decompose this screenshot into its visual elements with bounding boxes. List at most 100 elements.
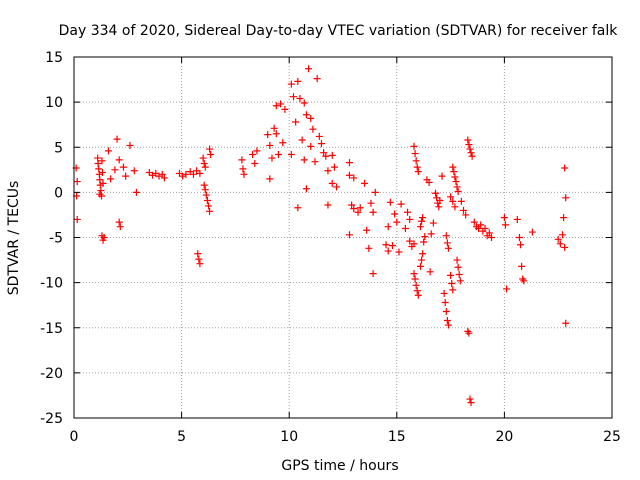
- data-point: [345, 159, 353, 167]
- data-point: [413, 287, 421, 295]
- x-tick-label: 25: [603, 429, 621, 445]
- data-point: [104, 147, 112, 155]
- data-point: [451, 173, 459, 181]
- data-point: [365, 244, 373, 252]
- data-point: [465, 329, 473, 337]
- data-point: [201, 163, 209, 171]
- data-point: [348, 201, 356, 209]
- data-point: [419, 250, 427, 258]
- data-point: [202, 191, 210, 199]
- data-point: [503, 285, 511, 293]
- data-point: [419, 214, 427, 222]
- data-point: [371, 188, 379, 196]
- data-point: [443, 239, 451, 247]
- data-point: [562, 319, 570, 327]
- data-point: [296, 95, 304, 103]
- data-point: [466, 395, 474, 403]
- data-point: [413, 163, 421, 171]
- data-point: [328, 179, 336, 187]
- data-point: [239, 165, 247, 173]
- data-point: [290, 93, 298, 101]
- data-point: [561, 243, 569, 251]
- x-tick-label: 10: [280, 429, 298, 445]
- data-point: [328, 151, 336, 159]
- data-point: [453, 256, 461, 264]
- data-point: [307, 114, 315, 122]
- data-point: [363, 226, 371, 234]
- data-point: [119, 163, 127, 171]
- axis-ticks: 0 5 10 15 20 25 -25 -20 -15 -10 -5 0 5 10 15: [40, 50, 621, 445]
- data-point: [309, 125, 317, 133]
- y-tick-label: -5: [49, 231, 63, 247]
- data-point: [200, 181, 208, 189]
- data-point: [272, 130, 280, 138]
- data-point: [464, 136, 472, 144]
- data-point: [410, 142, 418, 150]
- data-point: [444, 244, 452, 252]
- data-point: [113, 135, 121, 143]
- plot-frame: [73, 56, 613, 419]
- data-point: [485, 229, 493, 237]
- x-tick-label: 0: [70, 429, 79, 445]
- data-point: [393, 218, 401, 226]
- data-point: [528, 228, 536, 236]
- data-point: [97, 187, 105, 195]
- data-point: [412, 157, 420, 165]
- y-tick-label: 5: [54, 140, 63, 156]
- data-point: [287, 150, 295, 158]
- data-point: [350, 205, 358, 213]
- data-point: [201, 186, 209, 194]
- data-point: [195, 255, 203, 263]
- data-point: [73, 215, 81, 223]
- data-point: [182, 170, 190, 178]
- data-point: [300, 99, 308, 107]
- data-point: [294, 77, 302, 85]
- data-point: [421, 233, 429, 241]
- data-point: [414, 291, 422, 299]
- data-point: [561, 164, 569, 172]
- data-point: [100, 234, 108, 241]
- data-point: [317, 140, 325, 148]
- data-point: [406, 237, 414, 245]
- data-point: [107, 175, 115, 183]
- data-point: [307, 142, 315, 150]
- data-point: [432, 189, 440, 197]
- data-point: [240, 170, 248, 178]
- data-point: [388, 242, 396, 250]
- data-point: [475, 224, 483, 232]
- chart-title: Day 334 of 2020, Sidereal Day-to-day VTE…: [59, 23, 619, 39]
- data-point: [302, 111, 310, 119]
- data-points: [72, 65, 570, 407]
- data-point: [264, 131, 272, 139]
- data-point: [253, 147, 261, 155]
- data-point: [238, 156, 246, 164]
- data-point: [384, 247, 392, 255]
- data-point: [470, 218, 478, 226]
- data-point: [436, 196, 444, 204]
- data-point: [501, 221, 509, 229]
- data-point: [305, 65, 313, 73]
- data-point: [426, 268, 434, 276]
- data-point: [455, 271, 463, 279]
- y-tick-label: -10: [40, 276, 63, 292]
- data-point: [477, 221, 485, 229]
- data-point: [556, 240, 564, 248]
- data-point: [302, 185, 310, 193]
- data-point: [189, 170, 197, 178]
- data-point: [420, 238, 428, 246]
- data-point: [447, 271, 455, 279]
- data-point: [292, 118, 300, 126]
- data-point: [410, 240, 418, 248]
- data-point: [132, 188, 140, 196]
- data-point: [345, 171, 353, 179]
- data-point: [98, 169, 106, 177]
- data-point: [416, 262, 424, 270]
- data-point: [462, 211, 470, 219]
- data-point: [270, 124, 278, 132]
- data-point: [268, 154, 276, 162]
- data-point: [330, 163, 338, 171]
- data-point: [199, 154, 207, 162]
- data-point: [464, 327, 472, 335]
- data-point: [438, 172, 446, 180]
- data-point: [404, 208, 412, 216]
